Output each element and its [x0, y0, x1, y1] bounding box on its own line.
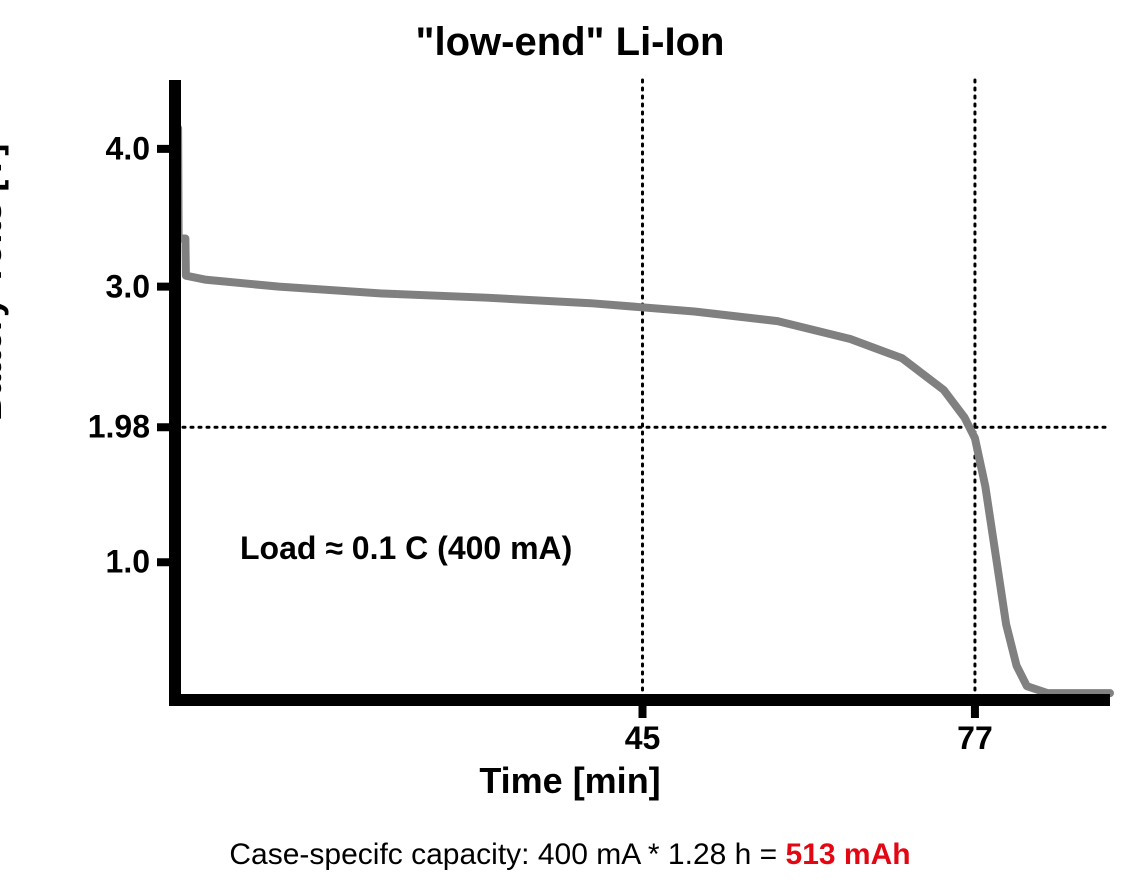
y-tick-label: 3.0: [106, 268, 150, 305]
capacity-caption: Case-specifc capacity: 400 mA * 1.28 h =…: [0, 838, 1140, 872]
caption-highlight: 513 mAh: [786, 838, 911, 871]
discharge-chart: "low-end" Li-Ion Battery Volts [V] Time …: [0, 0, 1140, 892]
x-axis-label: Time [min]: [0, 760, 1140, 802]
y-tick-label: 4.0: [106, 130, 150, 167]
chart-svg: [0, 0, 1140, 892]
load-annotation: Load ≈ 0.1 C (400 mA): [240, 530, 572, 567]
x-tick-label: 45: [625, 720, 661, 757]
y-axis-label: Battery Volts [V]: [0, 144, 10, 421]
y-tick-label: 1.98: [88, 409, 150, 446]
y-tick-label: 1.0: [106, 544, 150, 581]
caption-prefix: Case-specifc capacity: 400 mA * 1.28 h =: [229, 838, 785, 871]
x-tick-label: 77: [957, 720, 993, 757]
